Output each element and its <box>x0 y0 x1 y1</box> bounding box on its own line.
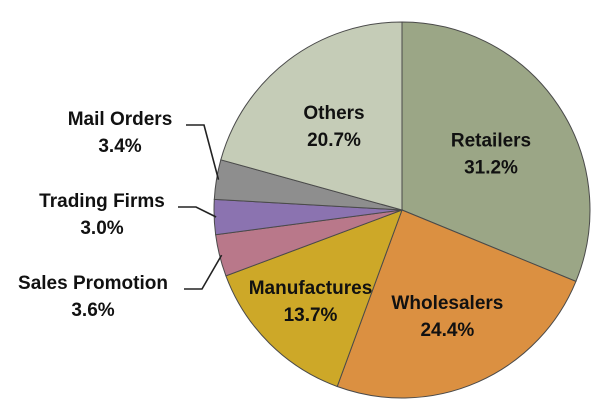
label-value-others: 20.7% <box>307 130 361 151</box>
label-mail-orders: Mail Orders 3.4% <box>68 109 173 157</box>
slice-retailers <box>401 21 591 283</box>
label-trading-firms: Trading Firms 3.0% <box>39 191 165 239</box>
label-name-manufactures: Manufactures <box>249 278 373 299</box>
leader-trading-firms <box>178 206 217 218</box>
label-name-mail-orders: Mail Orders <box>68 109 173 130</box>
slice-wholesalers <box>336 209 577 399</box>
label-others: Others 20.7% <box>303 103 364 151</box>
label-name-retailers: Retailers <box>451 130 531 151</box>
label-value-trading-firms: 3.0% <box>80 218 123 239</box>
label-value-manufactures: 13.7% <box>284 305 338 326</box>
label-name-sales-promotion: Sales Promotion <box>18 273 168 294</box>
slice-labels: Retailers 31.2% Wholesalers 24.4% Manufactur… <box>18 103 531 341</box>
label-manufactures: Manufactures 13.7% <box>249 278 373 326</box>
label-value-wholesalers: 24.4% <box>420 320 474 341</box>
label-sales-promotion: Sales Promotion 3.6% <box>18 273 168 321</box>
label-name-trading-firms: Trading Firms <box>39 191 165 212</box>
pie-slices <box>213 21 591 399</box>
label-name-others: Others <box>303 103 364 124</box>
label-name-wholesalers: Wholesalers <box>391 293 503 314</box>
leader-lines <box>178 124 223 290</box>
label-value-sales-promotion: 3.6% <box>71 300 114 321</box>
label-retailers: Retailers 31.2% <box>451 130 531 178</box>
leader-mail-orders <box>186 124 220 180</box>
slice-manufactures <box>225 209 403 388</box>
label-value-retailers: 31.2% <box>464 157 518 178</box>
label-wholesalers: Wholesalers 24.4% <box>391 293 503 341</box>
slice-others <box>220 21 403 211</box>
leader-sales-promotion <box>184 254 223 290</box>
label-value-mail-orders: 3.4% <box>98 136 141 157</box>
